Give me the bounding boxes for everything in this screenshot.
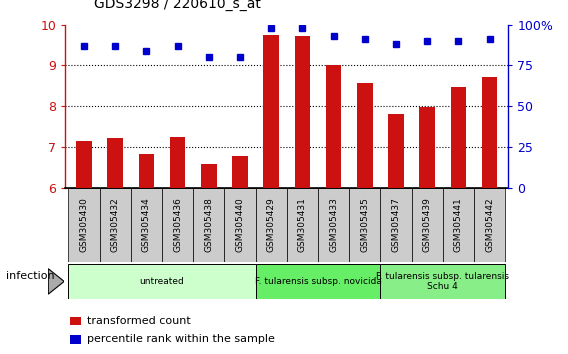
Text: GSM305435: GSM305435 [360, 197, 369, 252]
Text: GSM305436: GSM305436 [173, 197, 182, 252]
Bar [389, 114, 404, 188]
Bar [232, 156, 248, 188]
Bar [419, 107, 435, 188]
Bar [170, 137, 185, 188]
Text: GSM305442: GSM305442 [485, 198, 494, 252]
Bar [474, 188, 506, 262]
Bar [482, 77, 498, 188]
Bar [139, 154, 154, 188]
Bar [412, 188, 443, 262]
Bar [256, 264, 381, 299]
Bar [264, 35, 279, 188]
Text: F. tularensis subsp. tularensis
Schu 4: F. tularensis subsp. tularensis Schu 4 [377, 272, 509, 291]
Bar [326, 65, 341, 188]
Bar [349, 188, 381, 262]
Text: F. tularensis subsp. novicida: F. tularensis subsp. novicida [254, 277, 382, 286]
Bar [68, 188, 99, 262]
Bar [381, 188, 412, 262]
Text: GSM305434: GSM305434 [142, 198, 151, 252]
Bar [450, 87, 466, 188]
Text: GSM305430: GSM305430 [80, 197, 89, 252]
Text: GSM305439: GSM305439 [423, 197, 432, 252]
Polygon shape [48, 269, 64, 294]
Bar [224, 188, 256, 262]
Text: transformed count: transformed count [87, 316, 191, 326]
Text: GSM305440: GSM305440 [236, 198, 245, 252]
Bar [162, 188, 193, 262]
Text: GSM305441: GSM305441 [454, 198, 463, 252]
Bar [201, 164, 216, 188]
Text: GSM305431: GSM305431 [298, 197, 307, 252]
Bar [70, 335, 81, 343]
Bar [99, 188, 131, 262]
Text: GSM305438: GSM305438 [204, 197, 214, 252]
Bar [76, 141, 92, 188]
Text: GSM305432: GSM305432 [111, 198, 120, 252]
Text: untreated: untreated [140, 277, 185, 286]
Text: infection: infection [6, 271, 55, 281]
Bar [70, 317, 81, 325]
Bar [287, 188, 318, 262]
Bar [295, 36, 310, 188]
Text: GSM305433: GSM305433 [329, 197, 338, 252]
Bar [443, 188, 474, 262]
Bar [318, 188, 349, 262]
Bar [357, 82, 373, 188]
Bar [381, 264, 506, 299]
Text: GDS3298 / 220610_s_at: GDS3298 / 220610_s_at [94, 0, 261, 11]
Bar [107, 138, 123, 188]
Text: GSM305437: GSM305437 [391, 197, 400, 252]
Bar [193, 188, 224, 262]
Text: GSM305429: GSM305429 [267, 198, 275, 252]
Bar [131, 188, 162, 262]
Bar [256, 188, 287, 262]
Bar [68, 264, 256, 299]
Text: percentile rank within the sample: percentile rank within the sample [87, 335, 275, 344]
